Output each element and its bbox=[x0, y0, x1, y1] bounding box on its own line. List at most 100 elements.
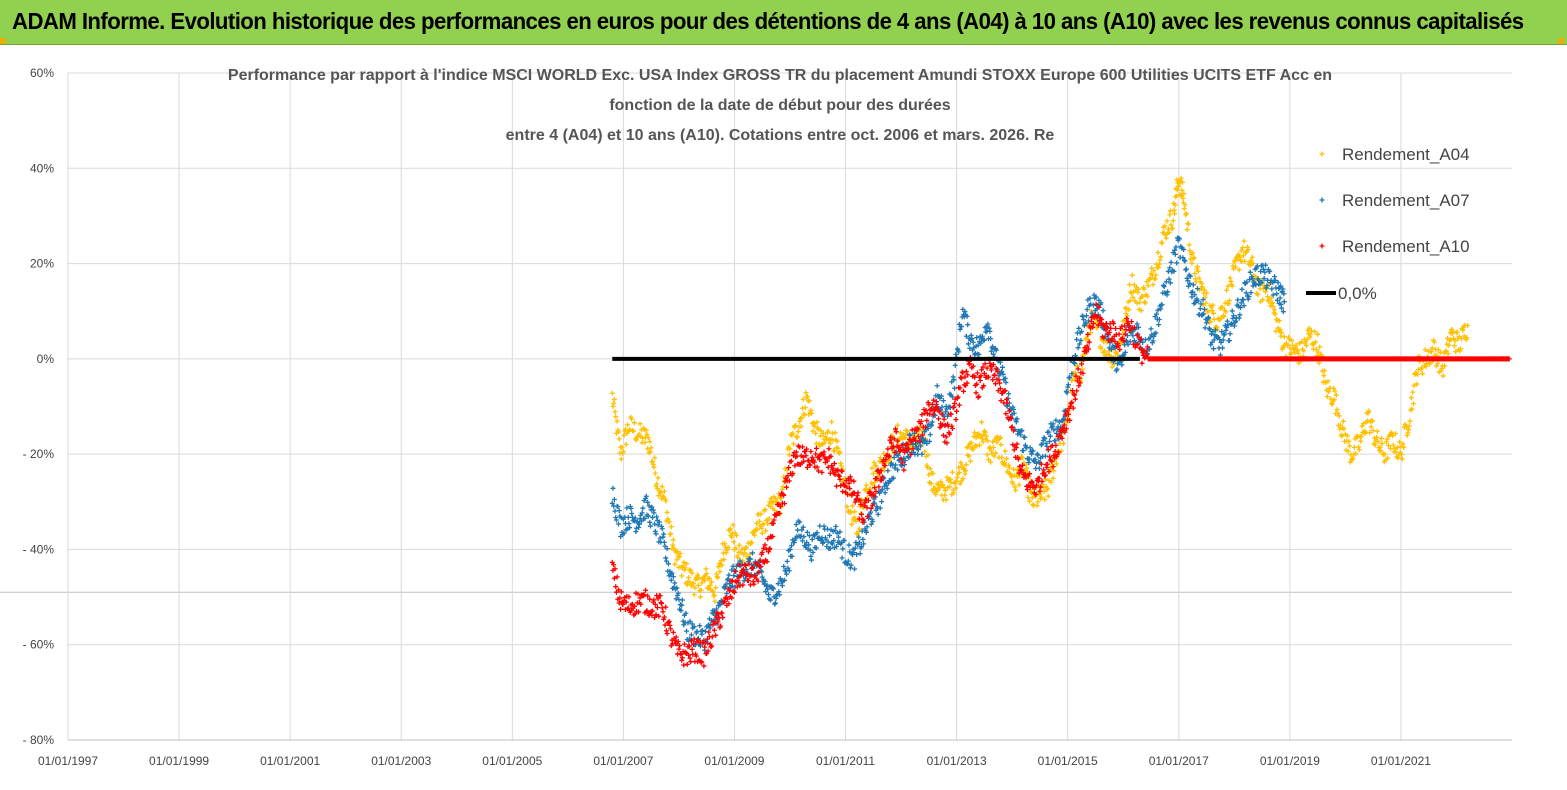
data-point bbox=[688, 567, 694, 573]
data-point bbox=[935, 487, 941, 493]
data-point bbox=[1240, 297, 1246, 303]
data-point bbox=[954, 475, 960, 481]
data-point bbox=[836, 473, 842, 479]
data-point bbox=[709, 634, 715, 640]
data-point bbox=[1079, 361, 1085, 367]
data-point bbox=[627, 426, 633, 432]
data-point bbox=[1259, 279, 1265, 285]
data-point bbox=[998, 398, 1004, 404]
data-point bbox=[978, 373, 984, 379]
data-point bbox=[1360, 421, 1366, 427]
data-point bbox=[1064, 408, 1070, 414]
data-point bbox=[983, 324, 989, 330]
data-point bbox=[654, 481, 660, 487]
data-point bbox=[1095, 313, 1101, 319]
data-point bbox=[924, 441, 930, 447]
data-point bbox=[743, 563, 749, 569]
data-point bbox=[1230, 263, 1236, 269]
data-point bbox=[1038, 442, 1044, 448]
data-point bbox=[613, 414, 619, 420]
data-point bbox=[1224, 324, 1230, 330]
data-point bbox=[1506, 356, 1512, 362]
data-point bbox=[978, 433, 984, 439]
data-point bbox=[847, 474, 853, 480]
data-point bbox=[691, 636, 697, 642]
data-point bbox=[997, 435, 1003, 441]
data-point bbox=[1121, 338, 1127, 344]
data-point bbox=[795, 434, 801, 440]
data-point bbox=[1205, 315, 1211, 321]
data-point bbox=[852, 545, 858, 551]
data-point bbox=[731, 539, 737, 545]
data-point bbox=[752, 532, 758, 538]
data-point bbox=[814, 419, 820, 425]
data-point bbox=[1270, 292, 1276, 298]
data-point bbox=[928, 481, 934, 487]
data-point bbox=[1142, 337, 1148, 343]
data-point bbox=[838, 460, 844, 466]
data-point bbox=[790, 441, 796, 447]
data-point bbox=[979, 419, 985, 425]
data-point bbox=[720, 614, 726, 620]
data-point bbox=[1138, 308, 1144, 314]
data-point bbox=[997, 435, 1003, 441]
data-point bbox=[919, 412, 925, 418]
data-point bbox=[1195, 264, 1201, 270]
data-point bbox=[1002, 448, 1008, 454]
data-point bbox=[1011, 466, 1017, 472]
data-point bbox=[759, 530, 765, 536]
data-point bbox=[911, 435, 917, 441]
data-point bbox=[624, 505, 630, 511]
data-point bbox=[672, 580, 678, 586]
data-point bbox=[1238, 248, 1244, 254]
data-point bbox=[804, 446, 810, 452]
data-point bbox=[679, 597, 685, 603]
data-point bbox=[948, 411, 954, 417]
data-point bbox=[1170, 218, 1176, 224]
data-point bbox=[709, 579, 715, 585]
data-point bbox=[936, 409, 942, 415]
data-point bbox=[1245, 296, 1251, 302]
data-point bbox=[990, 362, 996, 368]
data-point bbox=[1183, 210, 1189, 216]
data-point bbox=[1011, 406, 1017, 412]
data-point bbox=[1067, 374, 1073, 380]
data-point bbox=[863, 529, 869, 535]
data-point bbox=[1138, 347, 1144, 353]
data-point bbox=[1235, 297, 1241, 303]
data-point bbox=[1006, 465, 1012, 471]
data-point bbox=[657, 593, 663, 599]
data-point bbox=[781, 563, 787, 569]
data-point bbox=[1334, 407, 1340, 413]
data-point bbox=[1151, 333, 1157, 339]
data-point bbox=[984, 452, 990, 458]
data-point bbox=[950, 487, 956, 493]
data-point bbox=[701, 663, 707, 669]
data-point bbox=[1224, 287, 1230, 293]
data-point bbox=[1136, 286, 1141, 292]
data-point bbox=[784, 558, 790, 564]
data-point bbox=[1227, 275, 1233, 281]
data-point bbox=[698, 587, 704, 593]
data-point bbox=[750, 550, 756, 556]
data-point bbox=[1072, 370, 1078, 376]
data-point bbox=[1179, 179, 1185, 185]
data-point bbox=[1077, 380, 1083, 386]
data-point bbox=[1450, 328, 1456, 334]
data-point bbox=[735, 578, 741, 584]
data-point bbox=[1404, 432, 1410, 438]
data-point bbox=[1237, 254, 1243, 260]
data-point bbox=[1272, 311, 1278, 317]
data-point bbox=[868, 490, 874, 496]
data-point bbox=[1086, 346, 1092, 352]
legend-label: Rendement_A04 bbox=[1342, 145, 1470, 164]
data-point bbox=[799, 538, 805, 544]
data-point bbox=[784, 484, 790, 490]
data-point bbox=[832, 471, 838, 477]
data-point bbox=[1385, 455, 1391, 461]
data-point bbox=[848, 477, 854, 483]
data-point bbox=[1090, 324, 1096, 330]
data-point bbox=[908, 452, 914, 458]
data-point bbox=[1019, 467, 1025, 473]
data-point bbox=[1374, 434, 1380, 440]
